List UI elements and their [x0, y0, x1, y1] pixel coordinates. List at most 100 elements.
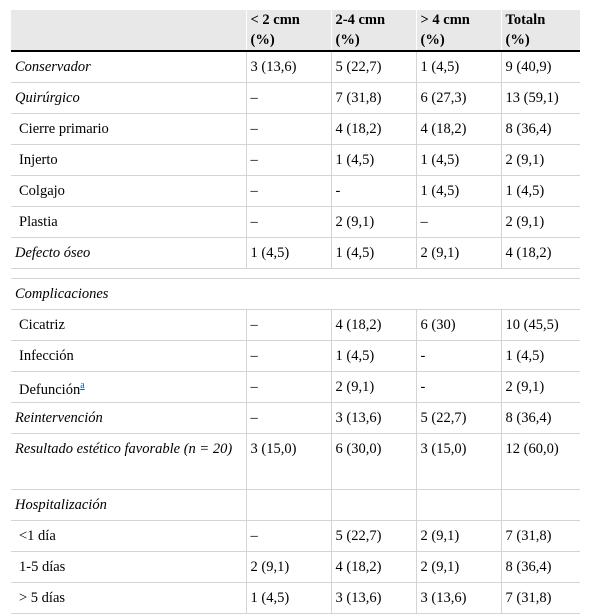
- cell-gt4cm: 3 (13,6): [415, 582, 502, 614]
- cell-total: 12 (60,0): [500, 433, 580, 490]
- results-table-container: < 2 cmn (%) 2-4 cmn (%) > 4 cmn (%) Tota…: [11, 10, 580, 614]
- footnote-link[interactable]: a: [80, 380, 85, 392]
- row-label: 1-5 días: [11, 551, 247, 583]
- row-label: Quirúrgico: [11, 82, 247, 114]
- cell-2to4cm: 4 (18,2): [330, 551, 417, 583]
- row-label: <1 día: [11, 520, 247, 552]
- cell-2to4cm: 5 (22,7): [330, 50, 417, 83]
- cell-lt2cm: –: [245, 144, 332, 176]
- cell-gt4cm: 4 (18,2): [415, 113, 502, 145]
- cell-2to4cm: 5 (22,7): [330, 520, 417, 552]
- cell-lt2cm: –: [245, 371, 332, 403]
- row-label: Cierre primario: [11, 113, 247, 145]
- cell-lt2cm: –: [245, 206, 332, 238]
- table-row: Hospitalización: [11, 489, 580, 521]
- table-row: <1 día – 5 (22,7) 2 (9,1) 7 (31,8): [11, 520, 580, 552]
- header-row: < 2 cmn (%) 2-4 cmn (%) > 4 cmn (%) Tota…: [11, 10, 580, 52]
- cell-lt2cm: –: [245, 402, 332, 434]
- cell-total: [500, 489, 580, 521]
- cell-gt4cm: 2 (9,1): [415, 237, 502, 269]
- table-row: Resultado estético favorable (n = 20) 3 …: [11, 433, 580, 490]
- cell-gt4cm: 1 (4,5): [415, 175, 502, 207]
- table-row: 1-5 días 2 (9,1) 4 (18,2) 2 (9,1) 8 (36,…: [11, 551, 580, 583]
- cell-total: 8 (36,4): [500, 551, 580, 583]
- cell-lt2cm: –: [245, 309, 332, 341]
- cell-gt4cm: 2 (9,1): [415, 520, 502, 552]
- table-row: Plastia – 2 (9,1) – 2 (9,1): [11, 206, 580, 238]
- cell-gt4cm: 3 (15,0): [415, 433, 502, 490]
- table-row: Injerto – 1 (4,5) 1 (4,5) 2 (9,1): [11, 144, 580, 176]
- table-row: Cicatriz – 4 (18,2) 6 (30) 10 (45,5): [11, 309, 580, 341]
- table-row: Reintervención – 3 (13,6) 5 (22,7) 8 (36…: [11, 402, 580, 434]
- cell-lt2cm: 3 (13,6): [245, 50, 332, 83]
- table-row: Defuncióna – 2 (9,1) - 2 (9,1): [11, 371, 580, 403]
- cell-lt2cm: 1 (4,5): [245, 237, 332, 269]
- row-label: Cicatriz: [11, 309, 247, 341]
- row-label: Plastia: [11, 206, 247, 238]
- cell-total: 4 (18,2): [500, 237, 580, 269]
- cell-2to4cm: 1 (4,5): [330, 237, 417, 269]
- cell-gt4cm: [415, 489, 502, 521]
- cell-gt4cm: 6 (27,3): [415, 82, 502, 114]
- cell-2to4cm: 1 (4,5): [330, 340, 417, 372]
- row-label: > 5 días: [11, 582, 247, 614]
- cell-total: 13 (59,1): [500, 82, 580, 114]
- table-row: > 5 días 1 (4,5) 3 (13,6) 3 (13,6) 7 (31…: [11, 582, 580, 614]
- cell-2to4cm: 1 (4,5): [330, 144, 417, 176]
- cell-lt2cm: –: [245, 113, 332, 145]
- cell-gt4cm: -: [415, 371, 502, 403]
- row-label: Infección: [11, 340, 247, 372]
- cell-2to4cm: 2 (9,1): [330, 206, 417, 238]
- cell-lt2cm: 1 (4,5): [245, 582, 332, 614]
- table-row: Quirúrgico – 7 (31,8) 6 (27,3) 13 (59,1): [11, 82, 580, 114]
- cell-gt4cm: 2 (9,1): [415, 551, 502, 583]
- cell-gt4cm: 1 (4,5): [415, 144, 502, 176]
- row-label: Defecto óseo: [11, 237, 247, 269]
- cell-gt4cm: 5 (22,7): [415, 402, 502, 434]
- table-row: Infección – 1 (4,5) - 1 (4,5): [11, 340, 580, 372]
- cell-total: 7 (31,8): [500, 582, 580, 614]
- header-cell-lt2cm: < 2 cmn (%): [245, 10, 331, 52]
- cell-gt4cm: 6 (30): [415, 309, 502, 341]
- cell-2to4cm: 6 (30,0): [330, 433, 417, 490]
- table-row: Defecto óseo 1 (4,5) 1 (4,5) 2 (9,1) 4 (…: [11, 237, 580, 269]
- cell-2to4cm: 4 (18,2): [330, 309, 417, 341]
- spacer-row: [11, 268, 580, 279]
- cell-lt2cm: –: [245, 175, 332, 207]
- cell-lt2cm: [245, 489, 332, 521]
- cell-total: 8 (36,4): [500, 402, 580, 434]
- row-label: Defuncióna: [11, 371, 247, 403]
- cell-lt2cm: –: [245, 340, 332, 372]
- row-label-text: Defunción: [19, 381, 81, 398]
- row-label: Hospitalización: [11, 489, 247, 521]
- cell-2to4cm: 3 (13,6): [330, 582, 417, 614]
- cell-total: 1 (4,5): [500, 175, 580, 207]
- cell-2to4cm: 2 (9,1): [330, 371, 417, 403]
- row-label: Reintervención: [11, 402, 247, 434]
- row-label: Resultado estético favorable (n = 20): [11, 433, 247, 490]
- cell-2to4cm: 4 (18,2): [330, 113, 417, 145]
- cell-total: 9 (40,9): [500, 50, 580, 83]
- cell-lt2cm: –: [245, 82, 332, 114]
- section-row: Complicaciones: [11, 278, 580, 310]
- cell-2to4cm: 7 (31,8): [330, 82, 417, 114]
- cell-2to4cm: -: [330, 175, 417, 207]
- table-row: Conservador 3 (13,6) 5 (22,7) 1 (4,5) 9 …: [11, 50, 580, 83]
- header-cell-label: [11, 10, 246, 52]
- cell-total: 10 (45,5): [500, 309, 580, 341]
- cell-total: 2 (9,1): [500, 206, 580, 238]
- cell-gt4cm: 1 (4,5): [415, 50, 502, 83]
- row-label: Injerto: [11, 144, 247, 176]
- cell-gt4cm: -: [415, 340, 502, 372]
- cell-total: 1 (4,5): [500, 340, 580, 372]
- header-cell-gt4cm: > 4 cmn (%): [415, 10, 501, 52]
- cell-total: 2 (9,1): [500, 144, 580, 176]
- cell-lt2cm: –: [245, 520, 332, 552]
- cell-lt2cm: 2 (9,1): [245, 551, 332, 583]
- cell-lt2cm: 3 (15,0): [245, 433, 332, 490]
- cell-total: 7 (31,8): [500, 520, 580, 552]
- row-label: Colgajo: [11, 175, 247, 207]
- table-row: Colgajo – - 1 (4,5) 1 (4,5): [11, 175, 580, 207]
- section-heading: Complicaciones: [11, 278, 580, 310]
- cell-total: 8 (36,4): [500, 113, 580, 145]
